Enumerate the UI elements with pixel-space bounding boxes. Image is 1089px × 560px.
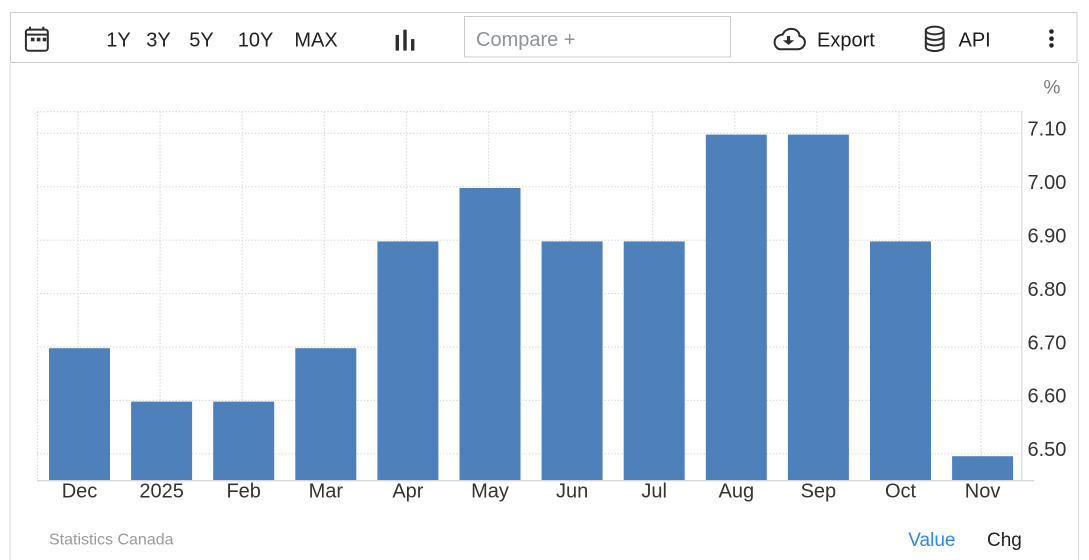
svg-text:Statistics Canada: Statistics Canada <box>49 532 174 549</box>
svg-text:10Y: 10Y <box>238 29 274 51</box>
svg-text:Jun: Jun <box>556 481 588 503</box>
svg-text:3Y: 3Y <box>146 29 170 51</box>
svg-text:6.70: 6.70 <box>1028 332 1067 354</box>
svg-text:5Y: 5Y <box>189 29 213 51</box>
svg-text:MAX: MAX <box>294 29 337 51</box>
svg-text:6.50: 6.50 <box>1028 439 1067 461</box>
svg-text:Value: Value <box>908 530 955 551</box>
svg-text:May: May <box>471 481 509 503</box>
svg-text:1Y: 1Y <box>106 29 130 51</box>
svg-text:Feb: Feb <box>226 481 260 503</box>
svg-text:Apr: Apr <box>392 481 423 503</box>
svg-text:7.10: 7.10 <box>1028 119 1067 141</box>
svg-text:API: API <box>959 29 991 51</box>
svg-text:Mar: Mar <box>309 481 344 503</box>
svg-text:6.80: 6.80 <box>1028 279 1067 301</box>
svg-text:Oct: Oct <box>885 481 917 503</box>
svg-text:Jul: Jul <box>641 481 667 503</box>
svg-text:6.90: 6.90 <box>1028 226 1067 248</box>
svg-text:%: % <box>1044 77 1061 98</box>
svg-text:2025: 2025 <box>139 481 184 503</box>
svg-text:Aug: Aug <box>719 481 755 503</box>
svg-text:Nov: Nov <box>965 481 1001 503</box>
svg-text:Sep: Sep <box>801 481 837 503</box>
svg-text:6.60: 6.60 <box>1028 386 1067 408</box>
svg-text:Dec: Dec <box>62 481 98 503</box>
svg-text:7.00: 7.00 <box>1028 172 1067 194</box>
svg-text:Compare +: Compare + <box>476 29 576 51</box>
svg-text:Chg: Chg <box>987 530 1022 551</box>
svg-text:Export: Export <box>817 29 875 51</box>
